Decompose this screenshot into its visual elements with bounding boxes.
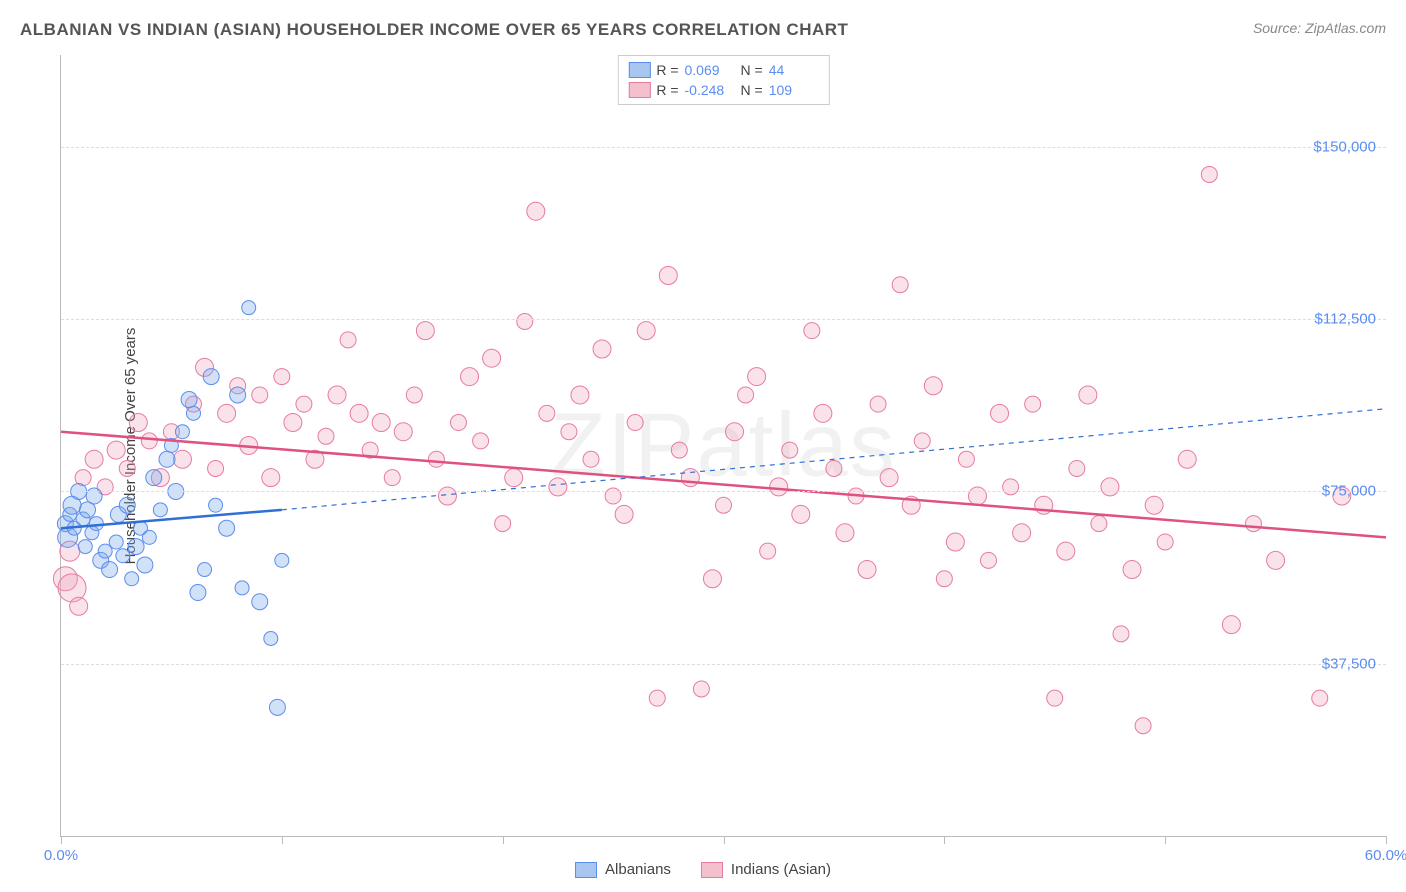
gridline xyxy=(61,491,1386,492)
legend-label-indians: Indians (Asian) xyxy=(731,861,831,878)
x-tick xyxy=(61,836,62,844)
chart-title: ALBANIAN VS INDIAN (ASIAN) HOUSEHOLDER I… xyxy=(20,20,848,40)
n-label: N = xyxy=(741,62,763,78)
swatch-indians xyxy=(628,82,650,98)
x-tick xyxy=(724,836,725,844)
y-tick-label: $37,500 xyxy=(1322,655,1376,672)
n-value-albanians: 44 xyxy=(769,62,819,78)
source-attribution: Source: ZipAtlas.com xyxy=(1253,20,1386,36)
chart-container: ALBANIAN VS INDIAN (ASIAN) HOUSEHOLDER I… xyxy=(0,0,1406,892)
r-label: R = xyxy=(656,82,678,98)
r-value-indians: -0.248 xyxy=(685,82,735,98)
y-tick-label: $75,000 xyxy=(1322,483,1376,500)
plot-svg xyxy=(61,55,1386,836)
n-value-indians: 109 xyxy=(769,82,819,98)
stats-row-albanians: R = 0.069 N = 44 xyxy=(628,60,818,80)
x-tick xyxy=(1386,836,1387,844)
x-label-left: 0.0% xyxy=(44,847,78,864)
x-tick xyxy=(1165,836,1166,844)
stats-legend: R = 0.069 N = 44 R = -0.248 N = 109 xyxy=(617,55,829,105)
swatch-albanians xyxy=(628,62,650,78)
x-tick xyxy=(282,836,283,844)
gridline xyxy=(61,664,1386,665)
n-label: N = xyxy=(741,82,763,98)
gridline xyxy=(61,319,1386,320)
series-legend: Albanians Indians (Asian) xyxy=(575,861,831,878)
y-tick-label: $150,000 xyxy=(1313,138,1376,155)
swatch-albanians-icon xyxy=(575,862,597,878)
x-tick xyxy=(944,836,945,844)
swatch-indians-icon xyxy=(701,862,723,878)
gridline xyxy=(61,147,1386,148)
legend-item-albanians: Albanians xyxy=(575,861,671,878)
legend-label-albanians: Albanians xyxy=(605,861,671,878)
r-label: R = xyxy=(656,62,678,78)
y-tick-label: $112,500 xyxy=(1315,311,1376,328)
r-value-albanians: 0.069 xyxy=(685,62,735,78)
plot-area: ZIPatlas R = 0.069 N = 44 R = -0.248 N =… xyxy=(60,55,1386,837)
x-tick xyxy=(503,836,504,844)
legend-item-indians: Indians (Asian) xyxy=(701,861,831,878)
x-label-right: 60.0% xyxy=(1365,847,1406,864)
stats-row-indians: R = -0.248 N = 109 xyxy=(628,80,818,100)
